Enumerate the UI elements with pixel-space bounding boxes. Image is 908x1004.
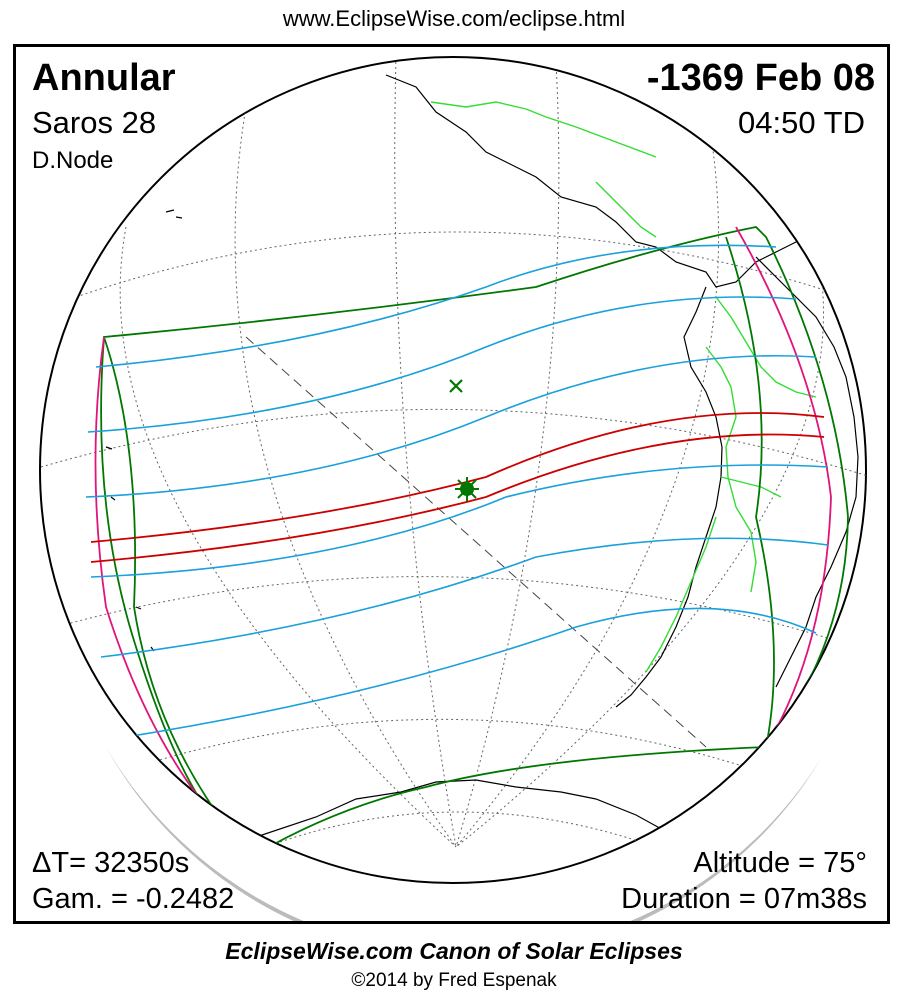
border-line bbox=[645, 516, 717, 673]
parallel-line bbox=[40, 408, 866, 478]
magnitude-line bbox=[87, 296, 797, 433]
site-url[interactable]: www.EclipseWise.com/eclipse.html bbox=[282, 6, 626, 31]
gamma-label: Gam. = -0.2482 bbox=[32, 883, 235, 915]
magnitude-line bbox=[125, 607, 817, 738]
greatest-eclipse-marker bbox=[455, 477, 479, 501]
magnitude-line bbox=[85, 354, 817, 498]
meridian-line bbox=[119, 226, 457, 848]
globe-outline bbox=[39, 56, 867, 884]
border-line bbox=[595, 181, 657, 238]
parallel-line bbox=[265, 811, 657, 848]
magnitude-line bbox=[95, 244, 777, 368]
canon-title[interactable]: EclipseWise.com Canon of Solar Eclipses bbox=[225, 938, 683, 964]
meridian-line bbox=[455, 246, 824, 848]
border-line bbox=[720, 476, 782, 498]
eclipse-map-frame: Annular -1369 Feb 08 Saros 28 04:50 TD D… bbox=[13, 44, 890, 924]
meridian-line bbox=[455, 61, 560, 848]
magnitude-line bbox=[100, 537, 829, 658]
eclipse-time-label: 04:50 TD bbox=[738, 105, 865, 140]
penumbral-boundary-inner bbox=[725, 236, 775, 748]
graticule bbox=[40, 57, 866, 848]
sunset-curve bbox=[735, 226, 832, 748]
magnitude-line bbox=[90, 464, 829, 578]
central-path-south bbox=[90, 433, 825, 563]
pacific-islands bbox=[105, 209, 183, 652]
penumbral-boundary-inner bbox=[103, 336, 252, 858]
saros-label: Saros 28 bbox=[32, 105, 157, 140]
meridian-line bbox=[455, 106, 720, 848]
south-america-east-coast bbox=[755, 256, 859, 688]
node-label: D.Node bbox=[32, 147, 114, 174]
globe-map bbox=[39, 56, 867, 921]
meridian-line bbox=[234, 106, 457, 848]
border-line bbox=[430, 101, 657, 158]
eclipse-type-label: Annular bbox=[32, 57, 176, 99]
central-path-north bbox=[90, 412, 825, 543]
eclipse-date-label: -1369 Feb 08 bbox=[646, 57, 875, 99]
border-line bbox=[715, 296, 817, 398]
antarctica-coast bbox=[255, 779, 677, 838]
altitude-label: Altitude = 75° bbox=[693, 847, 867, 879]
political-borders bbox=[430, 101, 817, 673]
copyright-notice: ©2014 by Fred Espenak bbox=[351, 970, 557, 991]
delta-t-label: ΔT= 32350s bbox=[32, 847, 190, 879]
subsolar-point-marker bbox=[449, 379, 463, 393]
duration-label: Duration = 07m38s bbox=[621, 883, 867, 915]
ecliptic-line bbox=[245, 336, 707, 748]
penumbral-magnitude-lines bbox=[85, 244, 829, 738]
border-line bbox=[705, 346, 757, 593]
south-america-west-coast bbox=[615, 286, 723, 708]
